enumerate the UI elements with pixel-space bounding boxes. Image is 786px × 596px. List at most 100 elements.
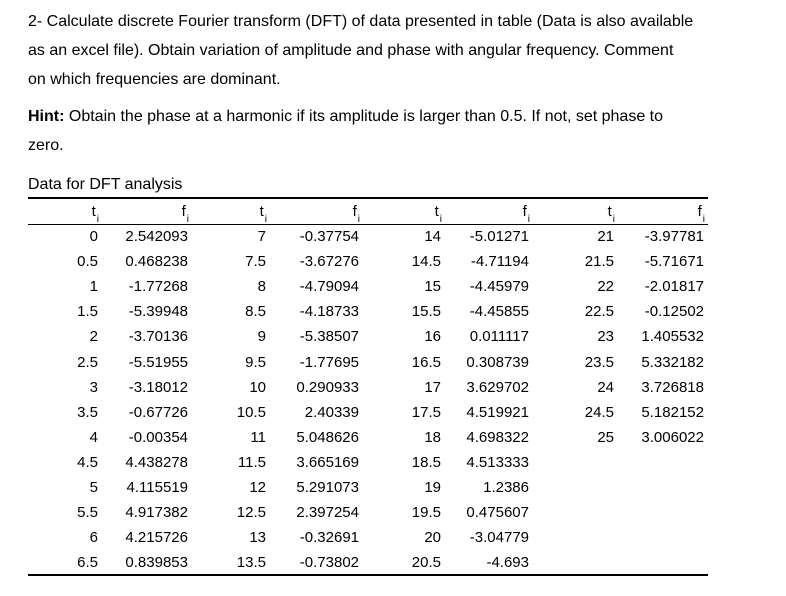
cell-t-value: 25	[597, 428, 614, 446]
cell-t-value	[533, 550, 618, 575]
table-row: 3 -3.18012 10 0.290933 17 3.629702 24 3.726818	[28, 375, 708, 400]
cell-f-value: 4.698322	[466, 428, 529, 446]
cell-f-value: -0.73802	[299, 553, 359, 571]
cell-t-value: 15	[424, 278, 441, 296]
cell-f-value: 0.290933	[296, 378, 359, 396]
cell-t-value: 23	[597, 328, 614, 346]
header-sub-label: i	[264, 213, 267, 224]
header-t-label: t	[259, 202, 264, 220]
cell-t-value: 7	[257, 228, 266, 246]
cell-f-value: 0.011117	[469, 328, 529, 346]
cell-t-value: 14	[424, 228, 441, 246]
cell-f-value	[618, 550, 708, 575]
cell-t-value: 18	[424, 428, 441, 446]
problem-line-3: on which frequencies are dominant.	[28, 71, 281, 88]
hint-text: Obtain the phase at a harmonic if its am…	[64, 108, 663, 125]
cell-t-value: 15.5	[411, 303, 441, 321]
cell-f-value: -0.67726	[128, 403, 188, 421]
cell-t-value: 5.5	[77, 504, 98, 522]
cell-t-value	[533, 450, 618, 475]
table-header: ti fi ti fi ti fi ti fi	[28, 197, 708, 225]
cell-f-value: -0.00354	[128, 428, 188, 446]
cell-f-value: -4.18733	[299, 303, 359, 321]
cell-f-value: 3.629702	[466, 378, 529, 396]
cell-t-value: 20.5	[411, 553, 441, 571]
cell-t-value: 22.5	[584, 303, 614, 321]
cell-f-value: 2.40339	[304, 403, 359, 421]
cell-t-value: 9	[257, 328, 266, 346]
cell-f-value	[618, 475, 708, 500]
cell-f-value: -5.38507	[299, 328, 359, 346]
cell-t-value: 21	[597, 228, 614, 246]
table-row: 6.5 0.839853 13.5 -0.73802 20.5 -4.693	[28, 550, 708, 575]
cell-t-value: 11.5	[237, 453, 266, 471]
cell-f-value: 1.2386	[483, 478, 529, 496]
cell-t-value: 2	[89, 328, 98, 346]
header-sub-label: i	[96, 213, 99, 224]
cell-f-value: 3.665169	[296, 453, 359, 471]
cell-t-value: 8	[257, 278, 266, 296]
table-caption: Data for DFT analysis	[28, 176, 183, 193]
cell-f-value: -2.01817	[644, 278, 704, 296]
cell-t-value: 16	[424, 328, 441, 346]
cell-t-value: 21.5	[584, 253, 614, 271]
hint-line-1: Hint: Obtain the phase at a harmonic if …	[28, 102, 780, 131]
cell-f-value: -1.77268	[128, 278, 188, 296]
cell-t-value: 13	[249, 529, 266, 547]
header-cell-f2: fi	[270, 197, 363, 225]
cell-f-value: 4.215726	[125, 529, 188, 547]
table-row: 5.5 4.917382 12.5 2.397254 19.5 0.475607	[28, 500, 708, 525]
cell-f-value: -1.77695	[299, 353, 359, 371]
cell-f-value: -3.04779	[469, 529, 529, 547]
cell-t-value: 1	[89, 278, 98, 296]
cell-t-value: 23.5	[584, 353, 614, 371]
cell-t-value: 19.5	[411, 504, 441, 522]
cell-t-value: 10.5	[236, 403, 266, 421]
cell-f-value: -4.79094	[299, 278, 359, 296]
header-cell-t4: ti	[533, 197, 618, 225]
cell-t-value: 19	[424, 478, 441, 496]
cell-f-value: 4.513333	[466, 453, 529, 471]
cell-f-value: 4.917382	[125, 504, 188, 522]
header-sub-label: i	[612, 213, 615, 224]
header-cell-f3: fi	[445, 197, 533, 225]
table-row: 0 2.542093 7 -0.37754 14 -5.01271 21 -3.97781	[28, 224, 708, 249]
document-page: 2- Calculate discrete Fourier transform …	[28, 13, 780, 577]
header-cell-t1: ti	[28, 197, 102, 225]
cell-t-value: 22	[597, 278, 614, 296]
cell-t-value: 8.5	[245, 303, 266, 321]
cell-f-value	[618, 525, 708, 550]
cell-f-value: -5.39948	[128, 303, 188, 321]
cell-f-value: 3.726818	[641, 378, 704, 396]
cell-f-value: -3.67276	[299, 253, 359, 271]
cell-f-value: 2.397254	[296, 504, 359, 522]
table-row: 5 4.115519 12 5.291073 19 1.2386	[28, 475, 708, 500]
cell-t-value	[533, 475, 618, 500]
table-body: 0 2.542093 7 -0.37754 14 -5.01271 21 -3.97781 0.…	[28, 224, 708, 575]
header-t-label: t	[91, 202, 96, 220]
cell-t-value: 9.5	[245, 353, 266, 371]
cell-f-value: 0.308739	[466, 353, 529, 371]
table-header-row: ti fi ti fi ti fi ti fi	[28, 197, 708, 225]
header-sub-label: i	[357, 213, 360, 224]
cell-t-value: 6	[89, 529, 98, 547]
cell-f-value: 0.475607	[466, 504, 529, 522]
problem-line-1: 2- Calculate discrete Fourier transform …	[28, 13, 694, 30]
cell-t-value: 24	[597, 378, 614, 396]
cell-t-value: 12.5	[236, 504, 266, 522]
cell-t-value: 2.5	[77, 353, 98, 371]
table-row: 4 -0.00354 11 5.048626 18 4.698322 25 3.006022	[28, 425, 708, 450]
cell-t-value: 3	[89, 378, 98, 396]
cell-t-value: 11	[250, 428, 266, 446]
dft-data-table: ti fi ti fi ti fi ti fi 0 2.542093 7 -0.377…	[28, 197, 708, 577]
cell-f-value: 5.048626	[296, 428, 359, 446]
cell-f-value: 0.839853	[125, 553, 188, 571]
header-f-label: f	[697, 202, 702, 220]
cell-f-value: -4.45855	[469, 303, 529, 321]
cell-t-value	[533, 525, 618, 550]
cell-f-value: 2.542093	[125, 228, 188, 246]
cell-t-value: 7.5	[245, 253, 266, 271]
cell-t-value: 12	[249, 478, 266, 496]
cell-t-value: 3.5	[77, 403, 98, 421]
cell-f-value: -5.51955	[128, 353, 188, 371]
